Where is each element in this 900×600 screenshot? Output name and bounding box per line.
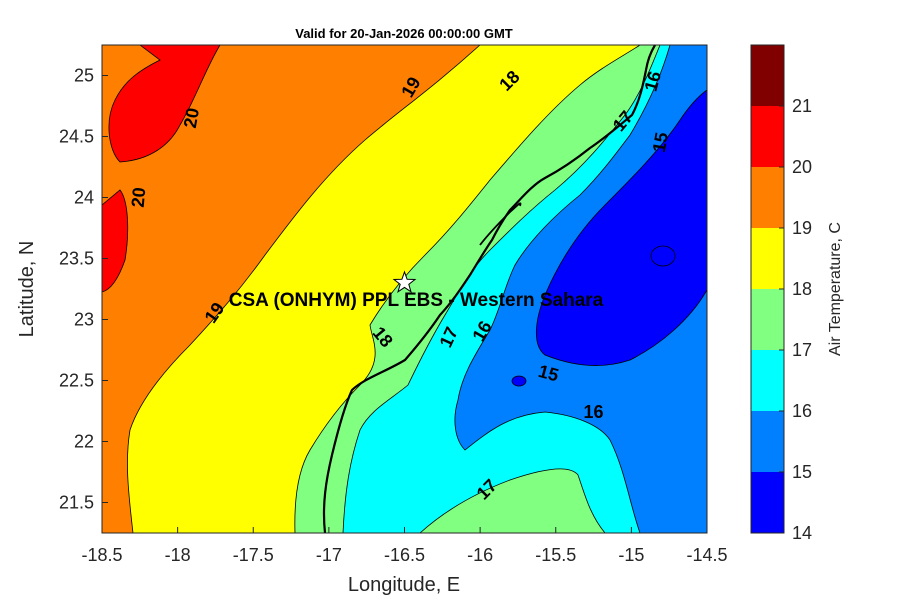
y-axis-ticks: 21.5 22 22.5 23 23.5 24 24.5 25 <box>59 66 108 513</box>
colorbar-tick-label: 15 <box>792 462 812 482</box>
x-tick-label: -17.5 <box>233 545 274 565</box>
colorbar-swatch <box>751 45 784 106</box>
colorbar-swatch <box>751 350 784 411</box>
band-20-21-edge <box>102 189 129 293</box>
colorbar-tick-label: 19 <box>792 218 812 238</box>
x-axis-ticks: -18.5 -18 -17.5 -17 -16.5 -16 -15.5 -15 -14.5 <box>81 527 728 565</box>
colorbar-swatch <box>751 106 784 167</box>
contour-label: 16 <box>584 402 604 422</box>
x-tick-label: -18 <box>165 545 191 565</box>
colorbar-swatch <box>751 289 784 350</box>
contour-label: 20 <box>180 106 203 129</box>
x-tick-label: -15 <box>618 545 644 565</box>
x-tick-label: -16.5 <box>384 545 425 565</box>
colorbar-label: Air Temperature, C <box>827 222 844 356</box>
colorbar-tick-label: 17 <box>792 340 812 360</box>
contour-label: 20 <box>128 187 150 209</box>
band-17-18-patch <box>419 468 606 533</box>
colorbar-tick-label: 21 <box>792 96 812 116</box>
y-tick-label: 25 <box>74 66 94 86</box>
colorbar-swatch <box>751 411 784 472</box>
coastline-detail <box>479 202 522 246</box>
y-tick-label: 22.5 <box>59 371 94 391</box>
contour-label: 16 <box>641 69 666 94</box>
x-tick-label: -17 <box>316 545 342 565</box>
y-tick-label: 22 <box>74 432 94 452</box>
colorbar-swatch <box>751 167 784 228</box>
y-tick-label: 24.5 <box>59 127 94 147</box>
colorbar-tick-label: 14 <box>792 523 812 543</box>
x-axis-label: Longitude, E <box>348 574 460 596</box>
colorbar-swatch <box>751 228 784 289</box>
site-marker: CSA (ONHYM) PPL EBS - Western Sahara <box>229 270 604 311</box>
y-tick-label: 24 <box>74 188 94 208</box>
map-title: Valid for 20-Jan-2026 00:00:00 GMT <box>295 26 513 41</box>
site-star-icon <box>392 270 417 293</box>
colorbar-tick-label: 18 <box>792 279 812 299</box>
x-tick-label: -14.5 <box>686 545 727 565</box>
temperature-field <box>102 45 707 533</box>
closed-contour-15-small <box>511 375 527 387</box>
coastline <box>322 45 656 533</box>
y-tick-label: 23 <box>74 310 94 330</box>
colorbar-swatch <box>751 472 784 533</box>
colorbar-tick-label: 20 <box>792 157 812 177</box>
contour-label: 15 <box>649 131 672 154</box>
x-tick-label: -15.5 <box>535 545 576 565</box>
colorbar: 14 15 16 17 18 19 20 21 <box>750 44 812 543</box>
contour-label: 15 <box>536 361 561 386</box>
x-tick-label: -18.5 <box>81 545 122 565</box>
closed-contour-15 <box>650 245 676 267</box>
y-axis-label: Latitude, N <box>16 241 38 338</box>
band-20-21 <box>108 45 221 163</box>
colorbar-tick-label: 16 <box>792 401 812 421</box>
site-label: CSA (ONHYM) PPL EBS - Western Sahara <box>229 290 604 311</box>
y-tick-label: 23.5 <box>59 249 94 269</box>
x-tick-label: -16 <box>467 545 493 565</box>
band-14-15 <box>535 89 707 366</box>
y-tick-label: 21.5 <box>59 493 94 513</box>
